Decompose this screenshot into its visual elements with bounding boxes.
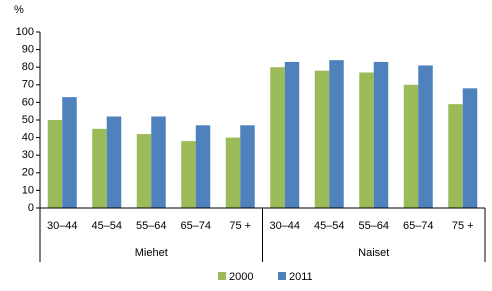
bar bbox=[359, 72, 374, 208]
x-tick-label: 45–54 bbox=[91, 220, 122, 232]
y-tick-label: 70 bbox=[22, 79, 34, 91]
bar bbox=[448, 104, 463, 208]
y-tick-label: 90 bbox=[22, 44, 34, 56]
y-tick-label: 60 bbox=[22, 96, 34, 108]
bar bbox=[225, 137, 241, 208]
bar bbox=[106, 116, 122, 208]
bar bbox=[240, 125, 255, 208]
bar bbox=[284, 61, 300, 208]
x-tick-label: 75 + bbox=[229, 220, 251, 232]
bar bbox=[195, 125, 211, 208]
bar bbox=[270, 67, 285, 208]
group-label: Miehet bbox=[135, 247, 168, 259]
y-tick-label: 20 bbox=[22, 167, 34, 179]
bar bbox=[462, 88, 478, 208]
x-tick-label: 55–64 bbox=[136, 220, 167, 232]
group-label: Naiset bbox=[358, 247, 389, 259]
y-tick-label: 50 bbox=[22, 114, 34, 126]
bar bbox=[151, 116, 166, 208]
bar bbox=[418, 65, 433, 208]
x-tick-label: 30–44 bbox=[47, 220, 78, 232]
y-tick-label: 10 bbox=[22, 184, 34, 196]
y-tick-label: 0 bbox=[28, 202, 34, 214]
y-tick-label: 30 bbox=[22, 149, 34, 161]
bar bbox=[181, 141, 196, 208]
legend-swatch bbox=[218, 272, 226, 280]
y-tick-label: 100 bbox=[16, 26, 34, 38]
y-tick-label: 40 bbox=[22, 132, 34, 144]
x-tick-label: 65–74 bbox=[403, 220, 434, 232]
bar bbox=[403, 84, 419, 208]
y-tick-label: 80 bbox=[22, 61, 34, 73]
bar bbox=[329, 60, 344, 208]
legend-label: 2011 bbox=[289, 271, 313, 283]
legend-label: 2000 bbox=[229, 271, 253, 283]
x-tick-label: 65–74 bbox=[180, 220, 211, 232]
bar bbox=[314, 70, 330, 208]
bar bbox=[92, 128, 107, 208]
x-tick-label: 30–44 bbox=[269, 220, 300, 232]
bar bbox=[62, 97, 77, 208]
x-tick-label: 45–54 bbox=[314, 220, 345, 232]
legend-swatch bbox=[278, 272, 286, 280]
y-axis-label: % bbox=[14, 4, 24, 16]
bar bbox=[373, 61, 389, 208]
x-tick-label: 55–64 bbox=[358, 220, 389, 232]
bar bbox=[47, 120, 63, 208]
bar bbox=[136, 134, 152, 208]
x-tick-label: 75 + bbox=[452, 220, 474, 232]
